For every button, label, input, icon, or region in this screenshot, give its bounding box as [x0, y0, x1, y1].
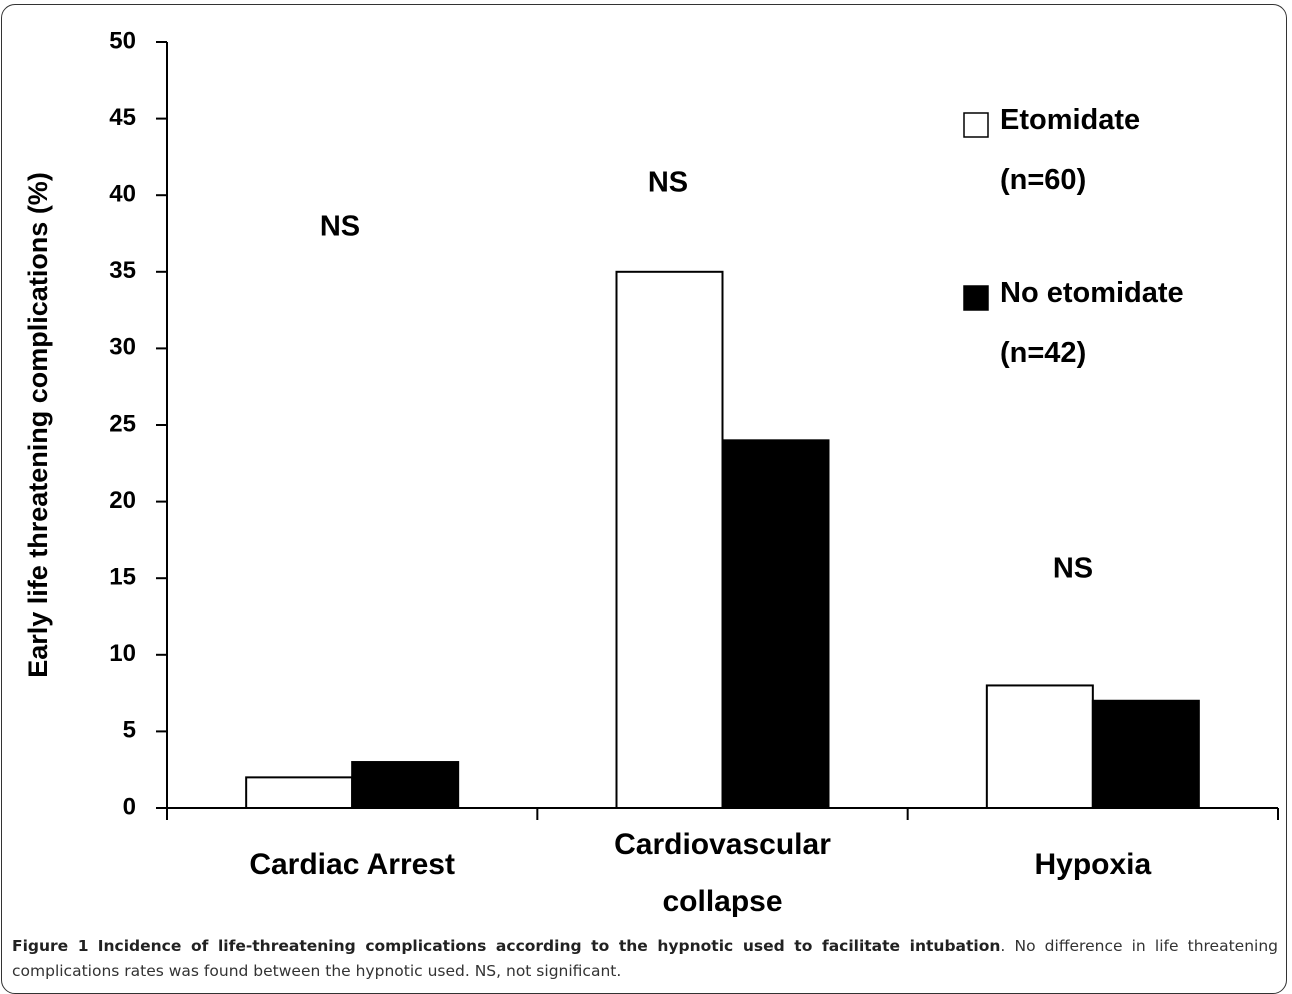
bar — [351, 761, 460, 809]
bar — [985, 684, 1094, 809]
caption-text: . No difference in life threatening comp… — [12, 937, 1278, 980]
caption-title: Incidence of life-threatening complicati… — [97, 937, 1001, 955]
annotation: NS — [1053, 553, 1093, 585]
y-tick-label: 10 — [109, 640, 136, 667]
y-tick-label: 15 — [109, 564, 136, 591]
y-tick-label: 0 — [123, 793, 136, 820]
legend-label: Etomidate (n=60) — [1000, 104, 1140, 196]
y-tick-label: 25 — [109, 410, 136, 437]
bar — [245, 776, 354, 809]
annotation: NS — [320, 211, 360, 243]
legend-swatch — [963, 112, 989, 138]
annotation: NS — [648, 167, 688, 199]
y-tick-label: 30 — [109, 334, 136, 361]
x-tick-label: Cardiovascular collapse — [614, 828, 831, 918]
caption-label: Figure 1 — [12, 937, 89, 955]
y-tick-label: 5 — [123, 717, 136, 744]
legend-swatch — [963, 285, 989, 311]
bar — [721, 439, 830, 809]
y-tick-label: 40 — [109, 181, 136, 208]
bar — [1091, 699, 1200, 810]
y-axis-label: Early life threatening complications (%) — [23, 172, 53, 678]
chart: Early life threatening complications (%)… — [23, 27, 1279, 918]
x-tick-label: Cardiac Arrest — [249, 848, 455, 881]
bar — [615, 270, 724, 809]
y-tick-label: 45 — [109, 104, 136, 131]
y-tick-label: 50 — [109, 27, 136, 54]
caption: Figure 1 Incidence of life-threatening c… — [12, 934, 1278, 984]
y-tick-label: 20 — [109, 487, 136, 514]
legend-label: No etomidate (n=42) — [1000, 277, 1184, 369]
x-tick-label: Hypoxia — [1034, 848, 1151, 881]
y-tick-label: 35 — [109, 257, 136, 284]
